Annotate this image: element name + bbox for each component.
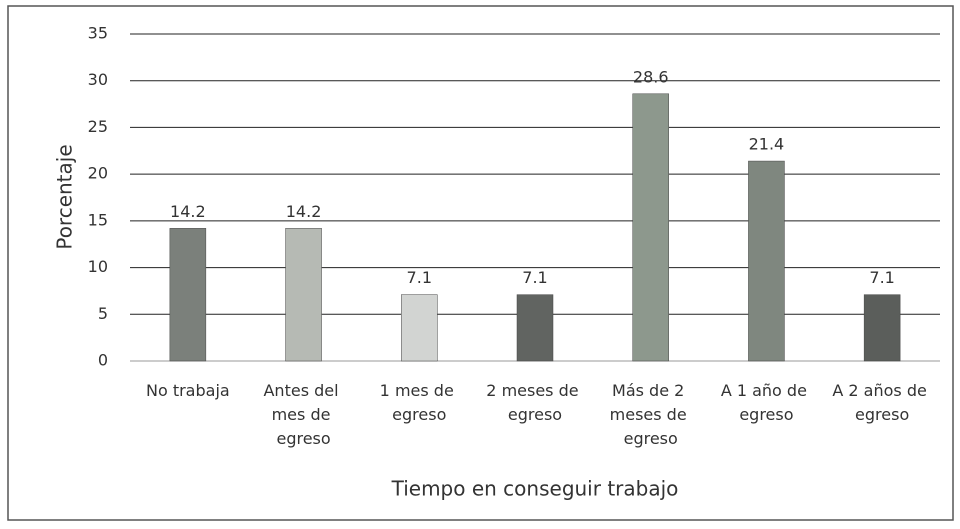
bar: [632, 93, 669, 362]
data-label: 7.1: [407, 268, 432, 287]
x-tick-label: A 1 año de egreso: [721, 381, 812, 424]
y-tick-label: 15: [88, 210, 108, 229]
y-tick-label: 35: [88, 24, 108, 43]
y-tick-label: 25: [88, 117, 108, 136]
y-tick-label: 0: [98, 351, 108, 370]
data-label: 7.1: [522, 268, 547, 287]
data-label: 21.4: [749, 135, 785, 154]
x-tick-label: 2 meses de egreso: [486, 381, 583, 424]
x-tick-label: Más de 2 meses de egreso: [610, 381, 692, 448]
x-tick-label: A 2 años de egreso: [832, 381, 932, 424]
y-tick-label: 10: [88, 257, 108, 276]
data-label: 7.1: [869, 268, 894, 287]
chart-frame: [7, 5, 954, 521]
x-tick-label: No trabaja: [146, 381, 230, 400]
x-tick-label: Antes del mes de egreso: [263, 381, 343, 448]
y-tick-label: 30: [88, 70, 108, 89]
data-label: 28.6: [633, 67, 669, 86]
data-label: 14.2: [170, 202, 206, 221]
x-axis-title: Tiempo en conseguir trabajo: [391, 477, 679, 501]
bar: [516, 294, 554, 362]
bar: [863, 294, 901, 362]
bar: [401, 294, 438, 362]
y-tick-label: 20: [88, 164, 108, 183]
y-axis-title: Porcentaje: [53, 144, 77, 249]
y-tick-label: 5: [98, 304, 108, 323]
bar: [748, 160, 785, 362]
bar: [169, 228, 207, 362]
data-label: 14.2: [286, 202, 322, 221]
bar: [285, 228, 322, 362]
x-tick-label: 1 mes de egreso: [380, 381, 459, 424]
